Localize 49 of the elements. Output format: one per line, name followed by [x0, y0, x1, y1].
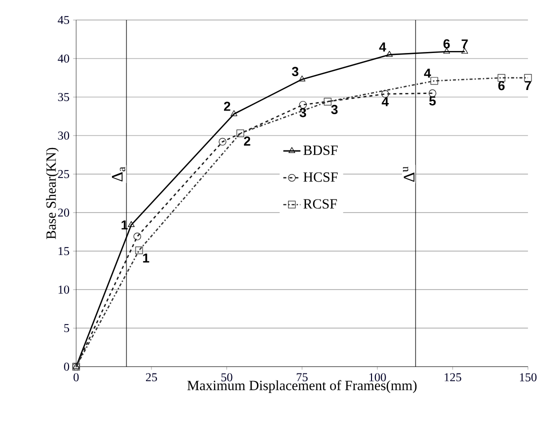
annotation: 3	[300, 108, 306, 118]
y-tick-label: 20	[58, 208, 70, 217]
annotation: 4	[424, 68, 432, 78]
point	[218, 138, 226, 146]
annotation: 4	[382, 97, 389, 106]
annotation: 2	[224, 102, 230, 111]
y-tick-label: 15	[58, 247, 70, 256]
x-tick-label: 25	[146, 373, 157, 382]
legend-label: RCSF	[303, 199, 337, 209]
x-tick-label: 0	[74, 373, 79, 382]
legend-label: BDSF	[303, 146, 338, 156]
annotation: 5	[429, 96, 436, 106]
annotation: 1	[143, 254, 150, 263]
y-tick-label: 35	[58, 93, 70, 102]
y-tick-label: 5	[64, 324, 70, 332]
x-tick-label: 75	[296, 373, 308, 382]
y-tick-label: 45	[58, 16, 70, 24]
y-tick-label: 10	[58, 286, 70, 294]
point	[135, 246, 143, 254]
ref-line-label: Δ$_{a}$	[112, 166, 126, 182]
legend-label: HCSF	[303, 172, 338, 182]
point	[236, 130, 244, 138]
y-tick-label: 0	[64, 362, 70, 371]
point	[324, 98, 332, 106]
point	[386, 51, 393, 57]
annotation: 7	[462, 40, 468, 49]
annotation: 4	[379, 42, 386, 52]
point	[230, 110, 238, 116]
x-tick-label: 125	[444, 373, 462, 382]
annotation: 2	[244, 136, 250, 146]
ref-line-label: Δ$^{u}$	[402, 166, 414, 182]
point	[524, 74, 532, 82]
point	[298, 76, 306, 82]
x-tick-label: 50	[221, 373, 232, 382]
point	[128, 221, 135, 228]
x-tick-label: 100	[369, 373, 386, 382]
y-tick-label: 40	[58, 54, 70, 63]
x-tick-label: 150	[520, 373, 537, 382]
annotation: 3	[331, 105, 338, 114]
point	[430, 77, 438, 85]
annotation: 3	[292, 67, 298, 76]
annotation: 6	[498, 81, 505, 90]
y-axis-title: Base Shear(KN)	[46, 148, 59, 240]
annotation: 6	[443, 39, 450, 49]
x-axis-title: Maximum Displacement of Frames(mm)	[187, 380, 417, 394]
point	[498, 74, 506, 82]
y-tick-label: 30	[58, 132, 70, 140]
point	[133, 232, 142, 240]
y-tick-label: 25	[58, 170, 70, 178]
